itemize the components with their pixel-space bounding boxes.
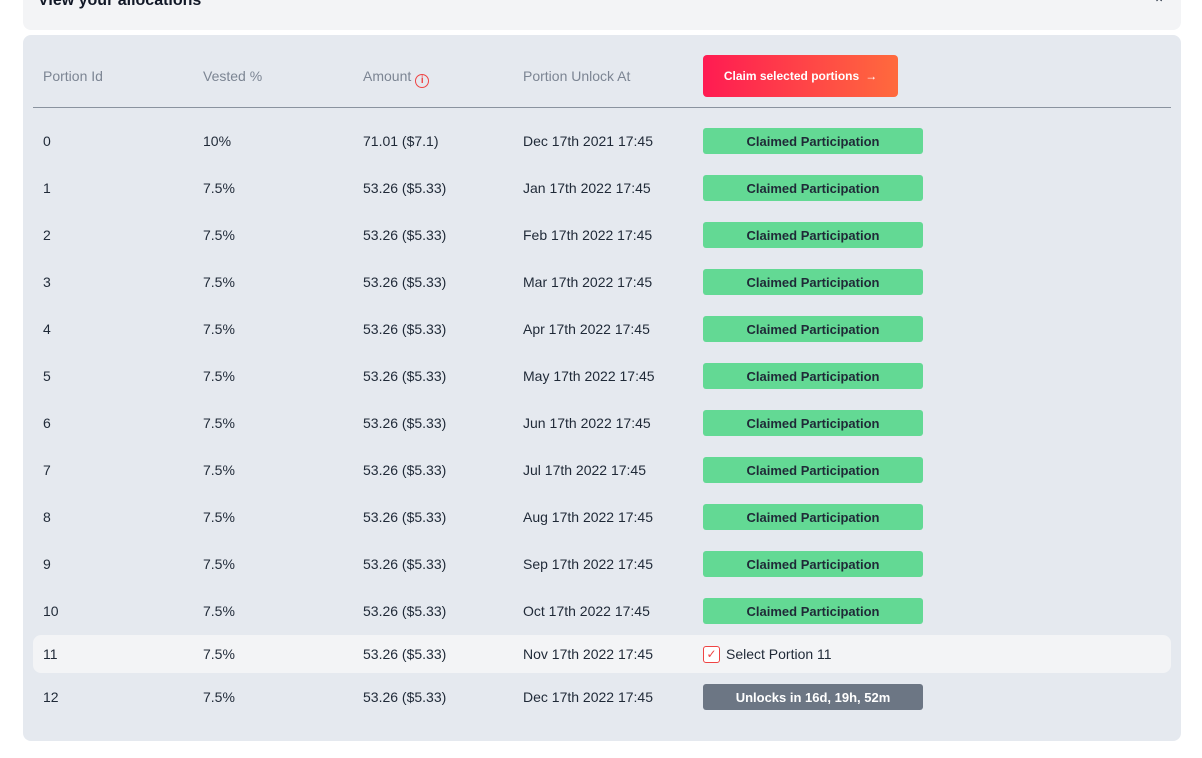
amount-cell: 71.01 ($7.1) — [363, 133, 439, 149]
vested-cell: 7.5% — [203, 689, 235, 705]
portion-id-cell: 1 — [43, 180, 51, 196]
chevron-up-icon[interactable]: ⌃ — [1153, 0, 1165, 11]
portion-id-cell: 2 — [43, 227, 51, 243]
vested-cell: 7.5% — [203, 321, 235, 337]
claimed-status-badge: Claimed Participation — [703, 175, 923, 201]
amount-cell: 53.26 ($5.33) — [363, 509, 447, 525]
table-row: 12 7.5% 53.26 ($5.33) Dec 17th 2022 17:45 Un… — [33, 678, 1171, 716]
vested-cell: 7.5% — [203, 603, 235, 619]
unlock-date-cell: May 17th 2022 17:45 — [523, 368, 655, 384]
table-row: 8 7.5% 53.26 ($5.33) Aug 17th 2022 17:45 Cla… — [33, 498, 1171, 536]
portion-id-cell: 12 — [43, 689, 59, 705]
vested-cell: 7.5% — [203, 556, 235, 572]
portion-id-cell: 9 — [43, 556, 51, 572]
select-portion-control[interactable]: ✓ Select Portion 11 — [703, 635, 832, 673]
portion-id-cell: 8 — [43, 509, 51, 525]
unlock-date-cell: Nov 17th 2022 17:45 — [523, 646, 653, 662]
claimed-status-badge: Claimed Participation — [703, 269, 923, 295]
allocations-panel: Portion Id Vested % Amount i Portion Unlo… — [23, 35, 1181, 741]
claimed-status-badge: Claimed Participation — [703, 128, 923, 154]
column-unlock-at: Portion Unlock At — [523, 68, 631, 84]
unlock-date-cell: Dec 17th 2021 17:45 — [523, 133, 653, 149]
unlock-countdown-badge: Unlocks in 16d, 19h, 52m — [703, 684, 923, 710]
portion-id-cell: 7 — [43, 462, 51, 478]
unlock-date-cell: Oct 17th 2022 17:45 — [523, 603, 650, 619]
table-row: 0 10% 71.01 ($7.1) Dec 17th 2021 17:45 Claim… — [33, 122, 1171, 160]
amount-cell: 53.26 ($5.33) — [363, 415, 447, 431]
vested-cell: 7.5% — [203, 274, 235, 290]
claimed-status-badge: Claimed Participation — [703, 316, 923, 342]
claimed-status-badge: Claimed Participation — [703, 551, 923, 577]
select-portion-checkbox[interactable]: ✓ — [703, 645, 720, 663]
column-portion-id: Portion Id — [43, 68, 103, 84]
vested-cell: 7.5% — [203, 415, 235, 431]
amount-cell: 53.26 ($5.33) — [363, 227, 447, 243]
claimed-status-badge: Claimed Participation — [703, 410, 923, 436]
table-row: 2 7.5% 53.26 ($5.33) Feb 17th 2022 17:45 Cla… — [33, 216, 1171, 254]
arrow-right-icon: → — [865, 69, 878, 83]
claimed-status-badge: Claimed Participation — [703, 222, 923, 248]
amount-cell: 53.26 ($5.33) — [363, 274, 447, 290]
table-row: 10 7.5% 53.26 ($5.33) Oct 17th 2022 17:45 Cl… — [33, 592, 1171, 630]
portion-id-cell: 0 — [43, 133, 51, 149]
portion-id-cell: 6 — [43, 415, 51, 431]
table-row: 1 7.5% 53.26 ($5.33) Jan 17th 2022 17:45 Cla… — [33, 169, 1171, 207]
unlock-date-cell: Mar 17th 2022 17:45 — [523, 274, 653, 290]
table-row: 7 7.5% 53.26 ($5.33) Jul 17th 2022 17:45 Cla… — [33, 451, 1171, 489]
portion-id-cell: 5 — [43, 368, 51, 384]
table-row: 5 7.5% 53.26 ($5.33) May 17th 2022 17:45 Cla… — [33, 357, 1171, 395]
table-row: 6 7.5% 53.26 ($5.33) Jun 17th 2022 17:45 Cla… — [33, 404, 1171, 442]
claimed-status-badge: Claimed Participation — [703, 504, 923, 530]
table-row: 9 7.5% 53.26 ($5.33) Sep 17th 2022 17:45 Cla… — [33, 545, 1171, 583]
column-amount-label: Amount — [363, 68, 412, 84]
select-portion-label: Select Portion 11 — [726, 646, 832, 662]
unlock-date-cell: Dec 17th 2022 17:45 — [523, 689, 653, 705]
table-row[interactable]: 11 7.5% 53.26 ($5.33) Nov 17th 2022 17:45 ✓ S… — [33, 635, 1171, 673]
amount-cell: 53.26 ($5.33) — [363, 689, 447, 705]
unlock-date-cell: Sep 17th 2022 17:45 — [523, 556, 654, 572]
table-row: 4 7.5% 53.26 ($5.33) Apr 17th 2022 17:45 Cla… — [33, 310, 1171, 348]
vested-cell: 7.5% — [203, 368, 235, 384]
amount-cell: 53.26 ($5.33) — [363, 556, 447, 572]
allocations-header[interactable]: View your allocations ⌃ — [23, 0, 1181, 30]
unlock-date-cell: Feb 17th 2022 17:45 — [523, 227, 653, 243]
unlock-date-cell: Jan 17th 2022 17:45 — [523, 180, 651, 196]
table-row: 3 7.5% 53.26 ($5.33) Mar 17th 2022 17:45 Cla… — [33, 263, 1171, 301]
portion-id-cell: 3 — [43, 274, 51, 290]
portion-id-cell: 11 — [43, 646, 58, 662]
amount-cell: 53.26 ($5.33) — [363, 368, 447, 384]
column-vested: Vested % — [203, 68, 263, 84]
unlock-date-cell: Jul 17th 2022 17:45 — [523, 462, 646, 478]
amount-cell: 53.26 ($5.33) — [363, 321, 447, 337]
amount-cell: 53.26 ($5.33) — [363, 180, 447, 196]
vested-cell: 7.5% — [203, 646, 235, 662]
vested-cell: 7.5% — [203, 462, 235, 478]
claim-selected-portions-button[interactable]: Claim selected portions → — [703, 55, 898, 97]
claimed-status-badge: Claimed Participation — [703, 363, 923, 389]
portion-id-cell: 10 — [43, 603, 59, 619]
claimed-status-badge: Claimed Participation — [703, 457, 923, 483]
allocations-title: View your allocations — [38, 0, 202, 9]
vested-cell: 7.5% — [203, 227, 235, 243]
vested-cell: 7.5% — [203, 180, 235, 196]
amount-cell: 53.26 ($5.33) — [363, 646, 447, 662]
unlock-date-cell: Aug 17th 2022 17:45 — [523, 509, 654, 525]
portion-id-cell: 4 — [43, 321, 51, 337]
unlock-date-cell: Apr 17th 2022 17:45 — [523, 321, 650, 337]
unlock-date-cell: Jun 17th 2022 17:45 — [523, 415, 651, 431]
column-amount: Amount i — [363, 68, 430, 88]
info-icon[interactable]: i — [415, 74, 430, 88]
amount-cell: 53.26 ($5.33) — [363, 603, 447, 619]
amount-cell: 53.26 ($5.33) — [363, 462, 447, 478]
claimed-status-badge: Claimed Participation — [703, 598, 923, 624]
vested-cell: 7.5% — [203, 509, 235, 525]
table-header: Portion Id Vested % Amount i Portion Unlo… — [33, 35, 1171, 108]
vested-cell: 10% — [203, 133, 232, 149]
claim-button-label: Claim selected portions — [723, 69, 860, 83]
